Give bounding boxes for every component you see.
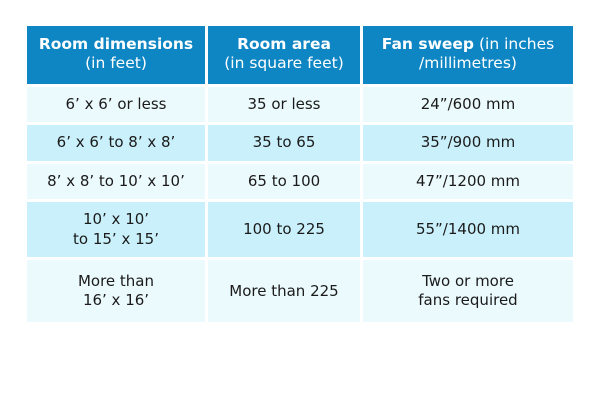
cell-room-area: 100 to 225 bbox=[208, 202, 363, 261]
column-header-room-area-subtitle: (in square feet) bbox=[224, 53, 344, 72]
table-row: 10’ x 10’ to 15’ x 15’ 100 to 225 55”/14… bbox=[27, 202, 573, 261]
cell-fan-sweep: 55”/1400 mm bbox=[363, 202, 573, 261]
cell-room-dimensions: 8’ x 8’ to 10’ x 10’ bbox=[27, 163, 208, 203]
fan-size-table: Room dimensions (in feet) Room area (in … bbox=[27, 26, 573, 323]
cell-room-area: 35 to 65 bbox=[208, 125, 363, 164]
column-header-room-dimensions: Room dimensions (in feet) bbox=[27, 26, 208, 87]
table-header: Room dimensions (in feet) Room area (in … bbox=[27, 26, 573, 87]
column-header-fan-sweep-title: Fan sweep bbox=[381, 35, 475, 53]
column-header-room-dimensions-subtitle: (in feet) bbox=[85, 53, 147, 72]
cell-fan-sweep: 35”/900 mm bbox=[363, 125, 573, 164]
column-header-fan-sweep: Fan sweep (in inches /millimetres) bbox=[363, 26, 573, 87]
cell-room-dimensions: More than 16’ x 16’ bbox=[27, 260, 208, 323]
table-row: More than 16’ x 16’ More than 225 Two or… bbox=[27, 260, 573, 323]
cell-room-area: 65 to 100 bbox=[208, 163, 363, 203]
cell-room-dimensions: 10’ x 10’ to 15’ x 15’ bbox=[27, 202, 208, 261]
column-header-fan-sweep-subtitle: (in inches /millimetres) bbox=[419, 35, 555, 72]
cell-room-dimensions: 6’ x 6’ or less bbox=[27, 86, 208, 126]
table-body: 6’ x 6’ or less 35 or less 24”/600 mm 6’… bbox=[27, 86, 573, 323]
cell-room-dimensions: 6’ x 6’ to 8’ x 8’ bbox=[27, 125, 208, 164]
cell-room-area: More than 225 bbox=[208, 260, 363, 323]
table-header-row: Room dimensions (in feet) Room area (in … bbox=[27, 26, 573, 87]
column-header-room-dimensions-title: Room dimensions bbox=[38, 35, 194, 53]
table-row: 6’ x 6’ or less 35 or less 24”/600 mm bbox=[27, 86, 573, 126]
cell-room-area: 35 or less bbox=[208, 86, 363, 126]
cell-fan-sweep: 47”/1200 mm bbox=[363, 163, 573, 203]
column-header-room-area-title: Room area bbox=[237, 35, 331, 53]
cell-fan-sweep: 24”/600 mm bbox=[363, 86, 573, 126]
column-header-room-area: Room area (in square feet) bbox=[208, 26, 363, 87]
table-row: 6’ x 6’ to 8’ x 8’ 35 to 65 35”/900 mm bbox=[27, 125, 573, 164]
table-row: 8’ x 8’ to 10’ x 10’ 65 to 100 47”/1200 … bbox=[27, 163, 573, 203]
cell-fan-sweep: Two or more fans required bbox=[363, 260, 573, 323]
